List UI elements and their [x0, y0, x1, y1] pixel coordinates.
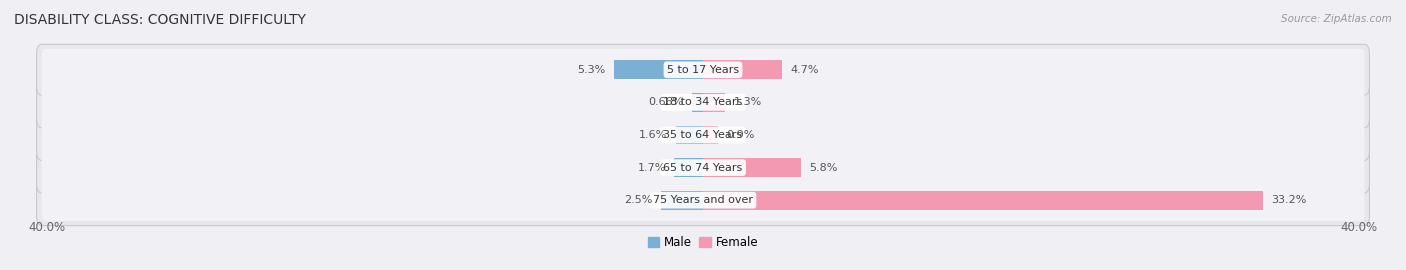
Legend: Male, Female: Male, Female [643, 231, 763, 254]
Bar [703, 191, 1263, 210]
Bar [692, 93, 703, 112]
Text: 18 to 34 Years: 18 to 34 Years [664, 97, 742, 107]
Text: 1.6%: 1.6% [640, 130, 668, 140]
FancyBboxPatch shape [42, 82, 1364, 123]
FancyBboxPatch shape [42, 179, 1364, 221]
Text: 1.7%: 1.7% [637, 163, 666, 173]
FancyBboxPatch shape [37, 110, 1369, 160]
Text: 5 to 17 Years: 5 to 17 Years [666, 65, 740, 75]
Text: 5.8%: 5.8% [810, 163, 838, 173]
Text: 2.5%: 2.5% [624, 195, 652, 205]
Text: 5.3%: 5.3% [576, 65, 605, 75]
Bar [676, 126, 703, 144]
Bar [703, 93, 725, 112]
Text: 75 Years and over: 75 Years and over [652, 195, 754, 205]
Text: 1.3%: 1.3% [734, 97, 762, 107]
FancyBboxPatch shape [42, 49, 1364, 91]
FancyBboxPatch shape [37, 44, 1369, 95]
FancyBboxPatch shape [37, 142, 1369, 193]
Text: 40.0%: 40.0% [28, 221, 65, 234]
Text: 0.66%: 0.66% [648, 97, 683, 107]
Bar [613, 60, 703, 79]
FancyBboxPatch shape [42, 147, 1364, 188]
Text: 0.9%: 0.9% [727, 130, 755, 140]
Bar [703, 60, 782, 79]
Text: Source: ZipAtlas.com: Source: ZipAtlas.com [1281, 14, 1392, 23]
Bar [703, 126, 718, 144]
Text: 40.0%: 40.0% [1341, 221, 1378, 234]
Text: 35 to 64 Years: 35 to 64 Years [664, 130, 742, 140]
FancyBboxPatch shape [37, 175, 1369, 226]
Text: 33.2%: 33.2% [1271, 195, 1308, 205]
Text: 65 to 74 Years: 65 to 74 Years [664, 163, 742, 173]
Bar [675, 158, 703, 177]
Bar [661, 191, 703, 210]
FancyBboxPatch shape [37, 77, 1369, 128]
Text: DISABILITY CLASS: COGNITIVE DIFFICULTY: DISABILITY CLASS: COGNITIVE DIFFICULTY [14, 14, 307, 28]
Text: 4.7%: 4.7% [790, 65, 820, 75]
FancyBboxPatch shape [42, 114, 1364, 156]
Bar [703, 158, 801, 177]
